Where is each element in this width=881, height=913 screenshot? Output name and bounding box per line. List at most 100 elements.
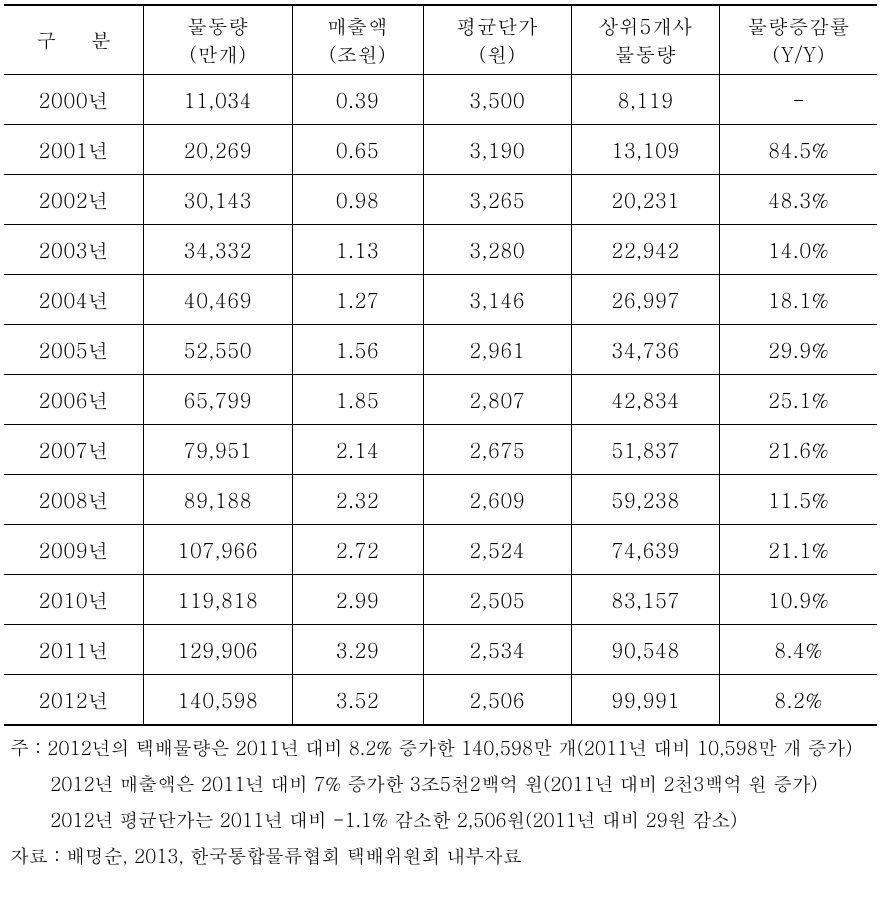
cell-top5: 83,157 (571, 575, 719, 625)
cell-volume: 34,332 (144, 225, 292, 275)
table-row: 2001년20,2690.653,19013,10984.5% (4, 125, 877, 175)
cell-volume: 40,469 (144, 275, 292, 325)
cell-price: 2,534 (423, 625, 571, 675)
cell-top5: 59,238 (571, 475, 719, 525)
cell-growth: 25.1% (720, 375, 877, 425)
cell-growth: 10.9% (720, 575, 877, 625)
cell-year: 2011년 (4, 625, 144, 675)
header-line2: (원) (432, 40, 563, 68)
cell-growth: 29.9% (720, 325, 877, 375)
header-line1: 매출액 (301, 12, 415, 40)
header-line2: (Y/Y) (728, 40, 869, 68)
cell-revenue: 1.13 (292, 225, 423, 275)
cell-growth: 18.1% (720, 275, 877, 325)
header-text: 구 분 (22, 25, 125, 54)
cell-year: 2009년 (4, 525, 144, 575)
table-row: 2000년11,0340.393,5008,119- (4, 75, 877, 125)
table-row: 2004년40,4691.273,14626,99718.1% (4, 275, 877, 325)
table-body: 2000년11,0340.393,5008,119-2001년20,2690.6… (4, 75, 877, 726)
cell-price: 3,280 (423, 225, 571, 275)
cell-top5: 99,991 (571, 675, 719, 726)
cell-year: 2001년 (4, 125, 144, 175)
header-line2: (조원) (301, 40, 415, 68)
table-row: 2008년89,1882.322,60959,23811.5% (4, 475, 877, 525)
cell-price: 3,265 (423, 175, 571, 225)
cell-price: 2,524 (423, 525, 571, 575)
table-row: 2006년65,7991.852,80742,83425.1% (4, 375, 877, 425)
cell-price: 3,500 (423, 75, 571, 125)
data-table: 구 분 물동량 (만개) 매출액 (조원) 평균단가 (원) 상위5개사 물동량… (4, 4, 877, 726)
cell-price: 2,505 (423, 575, 571, 625)
table-row: 2011년129,9063.292,53490,5488.4% (4, 625, 877, 675)
cell-revenue: 2.99 (292, 575, 423, 625)
cell-year: 2012년 (4, 675, 144, 726)
header-line2: 물동량 (580, 40, 711, 68)
cell-growth: 21.1% (720, 525, 877, 575)
cell-volume: 129,906 (144, 625, 292, 675)
cell-volume: 79,951 (144, 425, 292, 475)
cell-growth: 21.6% (720, 425, 877, 475)
cell-growth: 84.5% (720, 125, 877, 175)
cell-volume: 140,598 (144, 675, 292, 726)
cell-year: 2003년 (4, 225, 144, 275)
cell-top5: 22,942 (571, 225, 719, 275)
header-line1: 물량증감률 (728, 12, 869, 40)
cell-top5: 90,548 (571, 625, 719, 675)
header-line1: 물동량 (152, 12, 283, 40)
header-top5: 상위5개사 물동량 (571, 5, 719, 75)
table-row: 2012년140,5983.522,50699,9918.2% (4, 675, 877, 726)
cell-revenue: 1.56 (292, 325, 423, 375)
cell-year: 2002년 (4, 175, 144, 225)
cell-top5: 51,837 (571, 425, 719, 475)
cell-revenue: 0.39 (292, 75, 423, 125)
cell-top5: 26,997 (571, 275, 719, 325)
cell-top5: 34,736 (571, 325, 719, 375)
cell-price: 3,146 (423, 275, 571, 325)
cell-revenue: 0.65 (292, 125, 423, 175)
cell-growth: 48.3% (720, 175, 877, 225)
note-line-4: 자료 : 배명순, 2013, 한국통합물류협회 택배위원회 내부자료 (10, 838, 877, 874)
header-line1: 평균단가 (432, 12, 563, 40)
cell-price: 2,961 (423, 325, 571, 375)
note-line-2: 2012년 매출액은 2011년 대비 7% 증가한 3조5천2백억 원(201… (10, 766, 877, 802)
cell-year: 2007년 (4, 425, 144, 475)
cell-top5: 8,119 (571, 75, 719, 125)
cell-price: 3,190 (423, 125, 571, 175)
table-row: 2010년119,8182.992,50583,15710.9% (4, 575, 877, 625)
cell-year: 2010년 (4, 575, 144, 625)
cell-volume: 89,188 (144, 475, 292, 525)
note-line-3: 2012년 평균단가는 2011년 대비 -1.1% 감소한 2,506원(20… (10, 802, 877, 838)
header-price: 평균단가 (원) (423, 5, 571, 75)
cell-year: 2004년 (4, 275, 144, 325)
table-row: 2007년79,9512.142,67551,83721.6% (4, 425, 877, 475)
cell-year: 2005년 (4, 325, 144, 375)
cell-volume: 30,143 (144, 175, 292, 225)
cell-price: 2,807 (423, 375, 571, 425)
cell-revenue: 2.14 (292, 425, 423, 475)
header-row: 구 분 물동량 (만개) 매출액 (조원) 평균단가 (원) 상위5개사 물동량… (4, 5, 877, 75)
header-line1: 상위5개사 (580, 12, 711, 40)
cell-price: 2,506 (423, 675, 571, 726)
cell-revenue: 1.85 (292, 375, 423, 425)
table-row: 2003년34,3321.133,28022,94214.0% (4, 225, 877, 275)
header-revenue: 매출액 (조원) (292, 5, 423, 75)
cell-growth: 8.4% (720, 625, 877, 675)
header-category: 구 분 (4, 5, 144, 75)
footnotes: 주 : 2012년의 택배물량은 2011년 대비 8.2% 증가한 140,5… (4, 730, 877, 874)
cell-growth: 14.0% (720, 225, 877, 275)
table-row: 2002년30,1430.983,26520,23148.3% (4, 175, 877, 225)
cell-volume: 52,550 (144, 325, 292, 375)
cell-volume: 65,799 (144, 375, 292, 425)
table-header: 구 분 물동량 (만개) 매출액 (조원) 평균단가 (원) 상위5개사 물동량… (4, 5, 877, 75)
cell-revenue: 3.52 (292, 675, 423, 726)
cell-top5: 74,639 (571, 525, 719, 575)
cell-revenue: 0.98 (292, 175, 423, 225)
note-line-1: 주 : 2012년의 택배물량은 2011년 대비 8.2% 증가한 140,5… (10, 730, 877, 766)
cell-price: 2,609 (423, 475, 571, 525)
header-volume: 물동량 (만개) (144, 5, 292, 75)
cell-growth: 8.2% (720, 675, 877, 726)
cell-revenue: 2.72 (292, 525, 423, 575)
cell-growth: 11.5% (720, 475, 877, 525)
cell-revenue: 3.29 (292, 625, 423, 675)
header-line2: (만개) (152, 40, 283, 68)
